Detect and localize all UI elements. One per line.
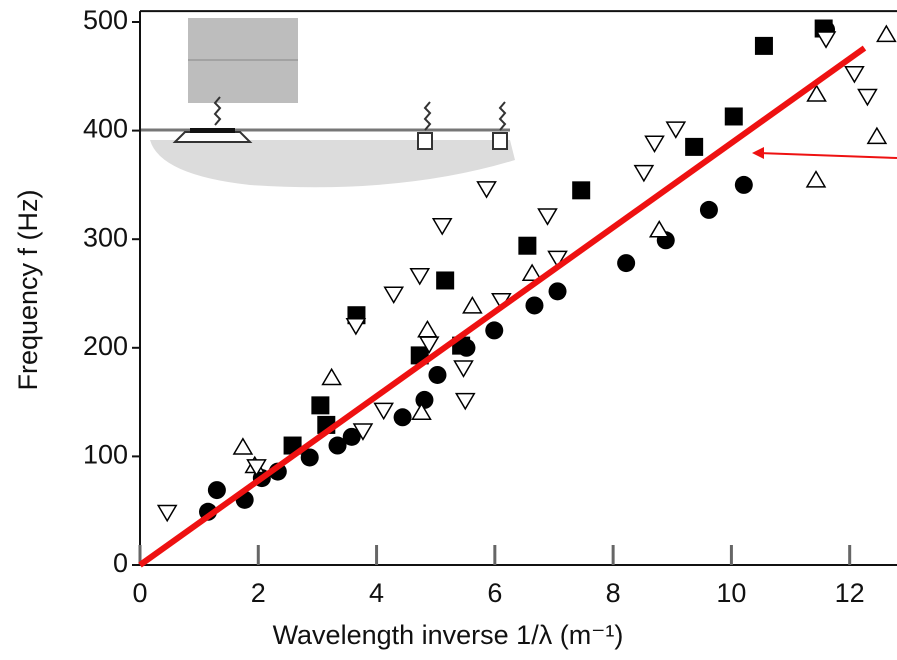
data-point: [415, 390, 434, 409]
data-point: [300, 448, 319, 467]
data-point: [857, 88, 878, 107]
data-point: [409, 267, 431, 286]
y-tick-label: 0: [113, 548, 128, 578]
x-axis-label: Wavelength inverse 1/λ (m⁻¹): [273, 620, 624, 650]
inset-diagram: [140, 18, 515, 188]
data-point: [548, 282, 567, 301]
inset-wave: [423, 101, 432, 131]
data-point: [699, 200, 718, 219]
data-point: [342, 427, 361, 446]
data-point: [311, 396, 330, 415]
y-tick-label: 400: [83, 114, 128, 144]
data-point: [232, 437, 254, 455]
data-point: [525, 296, 544, 315]
fit-line: [138, 45, 867, 568]
y-tick-label: 300: [83, 222, 128, 252]
data-point: [633, 164, 655, 183]
data-point: [207, 481, 226, 500]
data-point: [156, 504, 178, 523]
y-tick-label: 500: [83, 5, 128, 35]
data-point: [685, 137, 704, 156]
data-point: [462, 296, 483, 314]
data-point: [345, 317, 367, 336]
data-point: [373, 402, 394, 421]
data-point: [866, 126, 888, 145]
data-point: [321, 367, 342, 386]
data-point: [665, 121, 687, 139]
data-point: [428, 365, 447, 384]
data-point: [521, 263, 543, 282]
data-point: [518, 236, 537, 255]
data-point: [734, 175, 753, 194]
y-tick-label: 100: [83, 440, 128, 470]
data-point: [476, 181, 497, 199]
data-point: [724, 107, 743, 126]
data-point: [537, 208, 558, 226]
annotation-arrowhead: [752, 147, 764, 159]
inset-source: [172, 131, 253, 143]
x-tick-label: 12: [835, 578, 865, 608]
x-tick-label: 8: [606, 578, 621, 608]
data-point: [411, 402, 432, 421]
data-point: [246, 459, 267, 477]
x-tick-label: 6: [487, 578, 502, 608]
data-point: [805, 170, 827, 188]
data-point: [648, 220, 670, 238]
data-point: [485, 321, 504, 340]
x-tick-label: 2: [251, 578, 266, 608]
data-point: [431, 218, 453, 236]
inset-wave: [498, 101, 507, 131]
inset-wave: [213, 96, 222, 126]
data-point: [876, 24, 897, 43]
data-point: [393, 408, 412, 427]
data-point: [328, 436, 347, 455]
data-point: [754, 36, 773, 55]
x-tick-label: 4: [369, 578, 384, 608]
y-axis-label: Frequency f (Hz): [13, 189, 43, 390]
data-point: [644, 135, 665, 154]
data-point: [383, 286, 405, 304]
data-point: [417, 319, 438, 338]
data-point: [418, 336, 440, 354]
inset-ground: [150, 140, 515, 188]
y-tick-label: 200: [83, 331, 128, 361]
data-point: [572, 181, 591, 200]
data-point: [352, 423, 374, 441]
x-tick-label: 10: [716, 578, 746, 608]
inset-sensor: [417, 132, 433, 150]
data-point: [806, 84, 827, 102]
inset-source-plate: [190, 128, 235, 133]
data-point: [454, 392, 476, 411]
annotation-arrow: [759, 152, 897, 159]
data-point: [815, 31, 837, 49]
inset-sensor: [492, 132, 508, 150]
data-point: [453, 360, 474, 378]
data-point: [617, 254, 636, 273]
data-point: [844, 65, 865, 84]
x-tick-label: 0: [132, 578, 147, 608]
data-point: [436, 271, 455, 290]
data-point: [547, 250, 568, 269]
